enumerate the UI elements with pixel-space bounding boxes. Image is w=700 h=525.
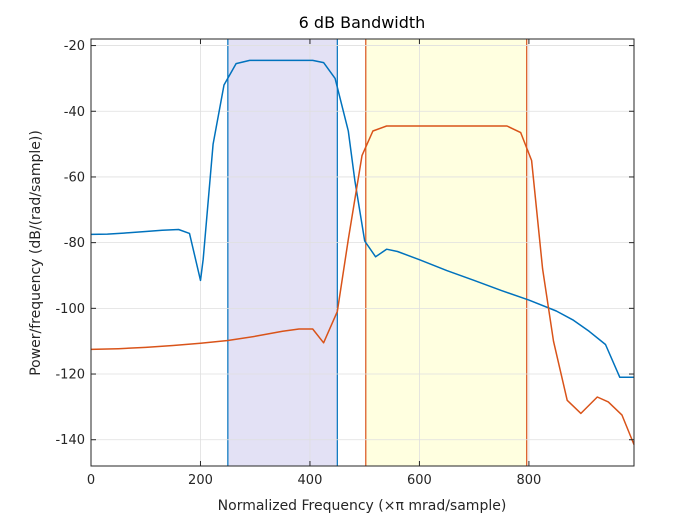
y-tick-label: -20 [64,39,85,54]
y-tick-label: -120 [55,368,85,383]
x-axis-label: Normalized Frequency (×π mrad/sample) [218,498,507,514]
axes-box [90,38,635,467]
x-tick-label: 0 [87,473,95,488]
bands-layer [227,39,528,466]
y-axis-label: Power/frequency (dB/(rad/sample)) [28,130,44,376]
y-tick-label: -100 [55,302,85,317]
y-tick-label: -40 [64,105,85,120]
y-tick-label: -80 [64,236,85,251]
grid-layer [90,39,634,466]
series-line-1 [90,59,634,379]
bandwidth-region-2 [365,39,527,466]
axes-layer: 0 200 400 600 800 -140 -120 -100 -80 -60 -40 -20 [55,38,635,488]
x-tick-label: 600 [407,473,432,488]
series-line-2 [90,125,635,445]
x-tick-label: 800 [516,473,541,488]
y-tick-label: -140 [55,433,85,448]
y-tick-label: -60 [64,170,85,185]
x-tick-label: 400 [298,473,323,488]
bandwidth-region-1 [227,39,338,466]
chart-title: 6 dB Bandwidth [299,13,426,32]
x-tick-label: 200 [188,473,213,488]
series-layer [90,59,635,445]
